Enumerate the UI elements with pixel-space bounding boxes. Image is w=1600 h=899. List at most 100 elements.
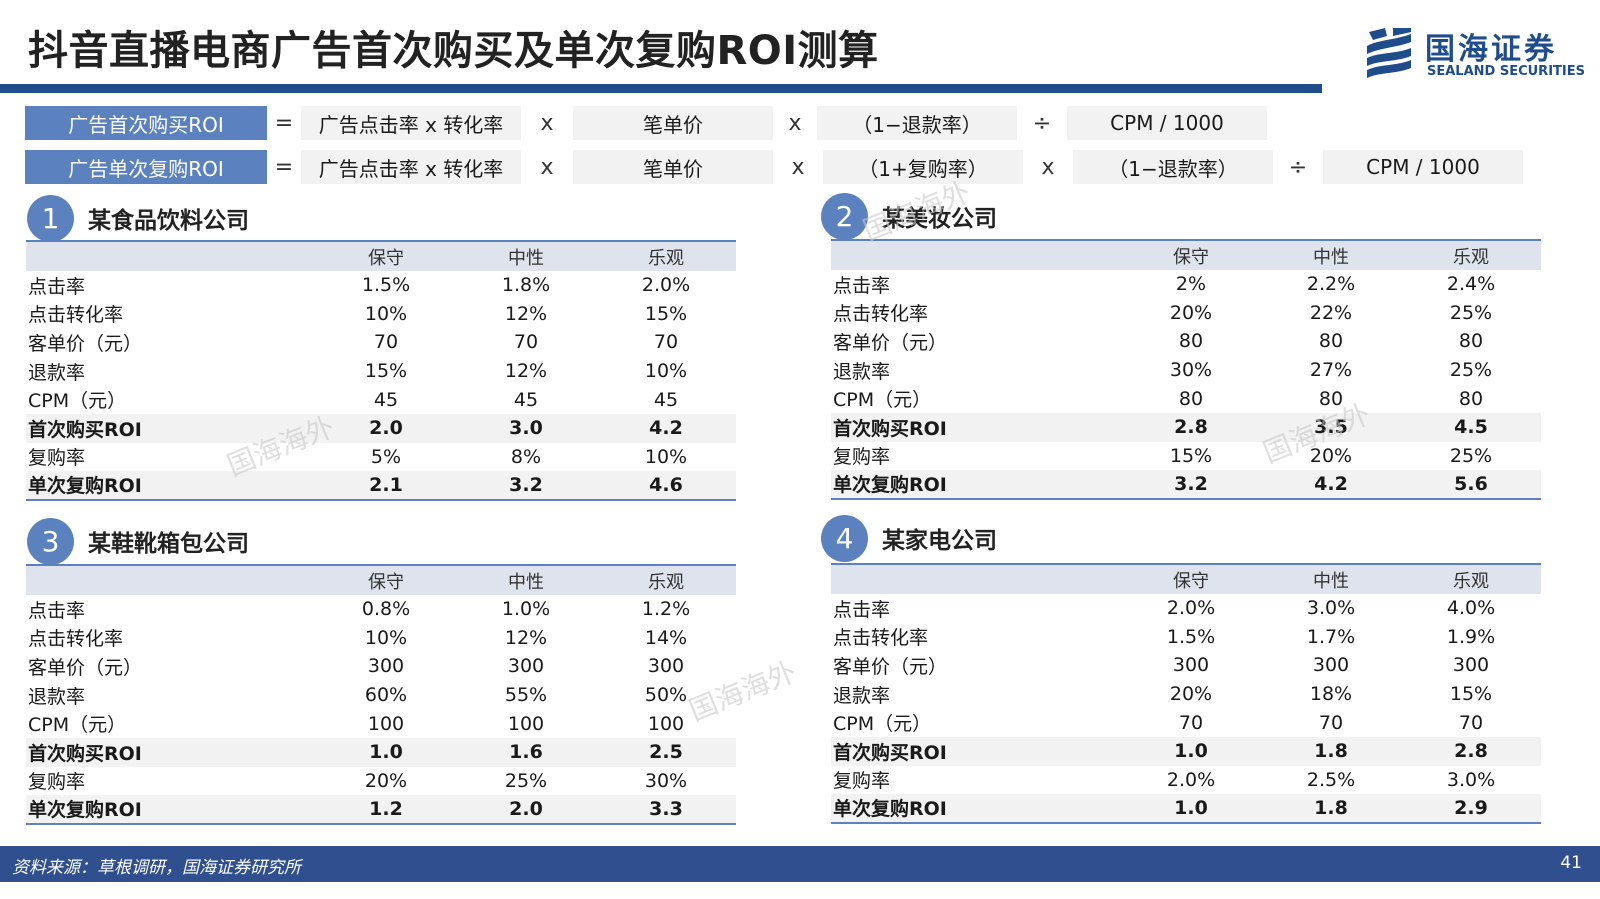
value-cell: 300 [647,655,685,678]
value-cell: 10% [644,445,688,468]
table-row: 退款率 20% 18% 15% [831,680,1541,709]
value-cell: 10% [364,302,408,325]
formula-operator: x [788,110,802,136]
row-label: CPM（元） [833,713,932,736]
formula-operator: ÷ [1288,154,1308,180]
row-label: 客单价（元） [28,656,143,679]
table-row: 客单价（元） 80 80 80 [831,327,1541,356]
title-divider [0,84,1322,93]
table-row: 点击率 2% 2.2% 2.4% [831,270,1541,299]
row-label: 复购率 [28,447,86,470]
formula-operator: x [1041,154,1055,180]
food-roi-table: 保守 中性 乐观 点击率 1.5% 1.8% 2.0% 点击转化率 10% 12% 15% 客单价（元… [26,240,736,501]
header-blank-cell [831,563,1121,594]
value-cell: 45 [373,388,399,411]
formula-term: （1−退款率） [1073,150,1273,184]
value-cell: 20% [1169,683,1213,706]
section-title: 某鞋靴箱包公司 [88,531,249,557]
column-header: 保守 [1121,239,1261,270]
value-cell: 3.0% [1446,768,1496,791]
value-cell: 80 [1318,330,1344,353]
value-cell: 15% [364,360,408,383]
table-row: 首次购买ROI 1.0 1.6 2.5 [26,737,736,767]
value-cell: 2.5 [596,737,736,767]
row-label: 复购率 [833,770,891,793]
table-row: 退款率 60% 55% 50% [26,681,736,710]
value-cell: 20% [1169,301,1213,324]
footwear-roi-table: 保守 中性 乐观 点击率 0.8% 1.0% 1.2% 点击转化率 10% 12% 14% 客单价（元… [26,564,736,825]
table-row: 复购率 20% 25% 30% [26,767,736,796]
table-row: 单次复购ROI 1.0 1.8 2.9 [831,794,1541,824]
column-header: 乐观 [1401,239,1541,270]
table-row: 退款率 15% 12% 10% [26,357,736,386]
table-row: CPM（元） 100 100 100 [26,709,736,738]
column-header: 乐观 [596,240,736,271]
value-cell: 70 [653,331,679,354]
header-blank-cell [831,239,1121,270]
table-row: 点击转化率 10% 12% 15% [26,300,736,329]
row-label: 单次复购ROI [831,470,1121,500]
value-cell: 45 [653,388,679,411]
value-cell: 1.6 [456,737,596,767]
column-header: 保守 [316,564,456,595]
table-header-row: 保守 中性 乐观 [831,563,1541,594]
value-cell: 2.0 [316,413,456,443]
row-label: 复购率 [833,446,891,469]
value-cell: 1.7% [1306,625,1356,648]
table-row: CPM（元） 70 70 70 [831,708,1541,737]
row-label: 点击转化率 [833,627,929,650]
value-cell: 45 [513,388,539,411]
formula-term: 笔单价 [573,150,773,184]
table-row: 客单价（元） 70 70 70 [26,328,736,357]
table-row: 点击转化率 20% 22% 25% [831,299,1541,328]
table-row: 客单价（元） 300 300 300 [831,651,1541,680]
table-row: 点击率 1.5% 1.8% 2.0% [26,271,736,300]
value-cell: 55% [504,684,548,707]
formula-operator: x [791,154,805,180]
value-cell: 12% [504,626,548,649]
value-cell: 5% [370,445,402,468]
value-cell: 70 [1178,711,1204,734]
row-label: 点击转化率 [28,628,124,651]
value-cell: 27% [1309,359,1353,382]
value-cell: 3.3 [596,795,736,825]
section-header-appliance: 4 某家电公司 [821,513,997,563]
formula-operator: x [540,154,554,180]
table-row: 单次复购ROI 1.2 2.0 3.3 [26,795,736,825]
value-cell: 300 [507,655,545,678]
section-number-badge: 3 [27,517,74,565]
table-header-row: 保守 中性 乐观 [831,239,1541,270]
formula-term: （1+复购率） [823,150,1023,184]
column-header: 保守 [316,240,456,271]
column-header: 乐观 [1401,563,1541,594]
table-row: 复购率 15% 20% 25% [831,442,1541,471]
value-cell: 2.9 [1401,794,1541,824]
value-cell: 2.0% [641,274,691,297]
formula-operator: x [540,110,554,136]
value-cell: 1.0 [1121,794,1261,824]
value-cell: 4.2 [1261,470,1401,500]
value-cell: 2.1 [316,471,456,501]
value-cell: 20% [1309,444,1353,467]
section-header-cosmetics: 2 某美妆公司 [821,191,997,241]
value-cell: 60% [364,684,408,707]
value-cell: 4.0% [1446,597,1496,620]
formula-term: CPM / 1000 [1323,150,1523,184]
value-cell: 100 [647,712,685,735]
table-row: 点击转化率 1.5% 1.7% 1.9% [831,623,1541,652]
cosmetics-roi-table: 保守 中性 乐观 点击率 2% 2.2% 2.4% 点击转化率 20% 22% 25% 客单价（元） 8… [831,239,1541,500]
table-row: 点击率 2.0% 3.0% 4.0% [831,594,1541,623]
value-cell: 50% [644,684,688,707]
formula-operator: ÷ [1032,110,1052,136]
value-cell: 2.8 [1121,412,1261,442]
row-label: 退款率 [833,684,891,707]
value-cell: 1.8 [1261,794,1401,824]
value-cell: 0.8% [361,598,411,621]
row-label: 复购率 [28,771,86,794]
value-cell: 80 [1458,330,1484,353]
table-row: CPM（元） 45 45 45 [26,385,736,414]
value-cell: 1.5% [361,274,411,297]
row-label: 首次购买ROI [26,737,316,767]
value-cell: 5.6 [1401,470,1541,500]
value-cell: 8% [510,445,542,468]
